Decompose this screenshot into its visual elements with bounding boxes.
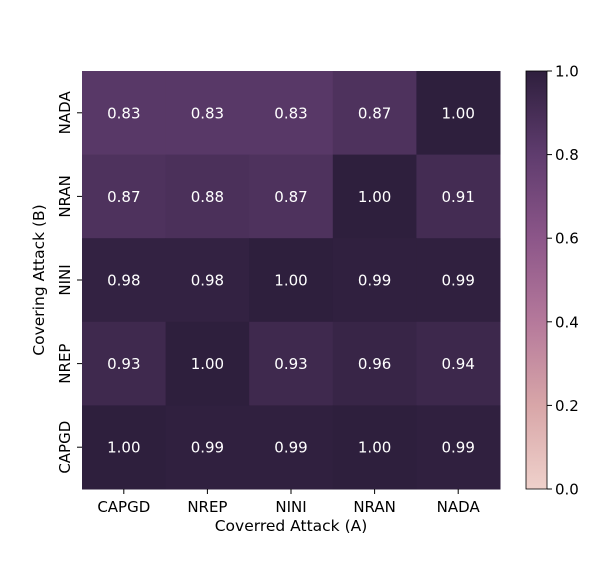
heatmap-cell-nrep-nran	[332, 321, 417, 406]
cell-value-label: 0.93	[107, 355, 140, 373]
heatmap-cell-capgd-nrep	[165, 405, 250, 490]
colorbar-gradient	[526, 71, 547, 489]
x-tick-label: NADA	[437, 498, 481, 516]
x-tick-label: NINI	[275, 498, 306, 516]
cell-value-label: 0.87	[274, 188, 307, 206]
cell-value-label: 0.99	[441, 272, 474, 290]
heatmap-cell-nada-nran	[332, 71, 417, 156]
cell-value-label: 0.99	[441, 439, 474, 457]
cell-value-label: 0.94	[441, 355, 474, 373]
heatmap-cell-nini-capgd	[82, 238, 167, 323]
colorbar-tick-label: 0.0	[555, 481, 579, 499]
colorbar-tick-label: 0.2	[555, 397, 579, 415]
heatmap-cell-capgd-capgd	[82, 405, 167, 490]
heatmap-cell-nini-nada	[416, 238, 501, 323]
heatmap-cell-capgd-nini	[249, 405, 334, 490]
cell-value-label: 1.00	[358, 439, 391, 457]
colorbar-frame	[525, 70, 548, 490]
heatmap-cell-nran-nada	[416, 154, 501, 239]
y-axis: NADA NRAN NINI NREP CAPGD	[56, 91, 82, 474]
cell-value-label: 0.99	[191, 439, 224, 457]
x-axis-label: Coverred Attack (A)	[215, 517, 368, 535]
heatmap-cell-nrep-nrep	[165, 321, 250, 406]
y-tick-label: NREP	[56, 344, 74, 384]
heatmap-cell-nada-nada	[416, 71, 501, 156]
cell-value-label: 0.99	[358, 272, 391, 290]
cell-value-label: 0.83	[274, 104, 307, 122]
cell-value-label: 0.88	[191, 188, 224, 206]
colorbar-tick-label: 1.0	[555, 63, 579, 81]
heatmap-cell-nrep-nini	[249, 321, 334, 406]
heatmap-cell-capgd-nran	[332, 405, 417, 490]
cell-value-label: 1.00	[274, 272, 307, 290]
y-tick-label: CAPGD	[56, 421, 74, 474]
heatmap-cell-nran-capgd	[82, 154, 167, 239]
cell-value-label: 0.98	[191, 272, 224, 290]
x-tick-label: NRAN	[353, 498, 396, 516]
colorbar: 0.0 0.2 0.4 0.6 0.8 1.0	[525, 63, 579, 499]
x-axis: CAPGD NREP NINI NRAN NADA	[97, 489, 480, 516]
heatmap-cells: 0.83 0.83 0.83 0.87 1.00 0.87 0.88 0.87 1.00 0.91…	[82, 71, 501, 490]
heatmap-cell-nini-nrep	[165, 238, 250, 323]
cell-value-label: 0.87	[107, 188, 140, 206]
cell-value-label: 0.98	[107, 272, 140, 290]
colorbar-tick-label: 0.8	[555, 146, 579, 164]
cell-value-label: 0.96	[358, 355, 391, 373]
cell-value-label: 0.83	[107, 104, 140, 122]
cell-value-label: 0.83	[191, 104, 224, 122]
cell-value-label: 0.93	[274, 355, 307, 373]
heatmap-cell-nini-nran	[332, 238, 417, 323]
heatmap-cell-nrep-capgd	[82, 321, 167, 406]
cell-value-label: 1.00	[441, 104, 474, 122]
cell-value-label: 1.00	[358, 188, 391, 206]
cell-value-label: 1.00	[191, 355, 224, 373]
heatmap-cell-nini-nini	[249, 238, 334, 323]
y-tick-label: NRAN	[56, 175, 74, 218]
heatmap-cell-capgd-nada	[416, 405, 501, 490]
x-tick-label: NREP	[187, 498, 227, 516]
cell-value-label: 0.91	[441, 188, 474, 206]
cell-value-label: 0.99	[274, 439, 307, 457]
y-tick-label: NINI	[56, 264, 74, 295]
heatmap-cell-nran-nran	[332, 154, 417, 239]
cell-value-label: 1.00	[107, 439, 140, 457]
y-tick-label: NADA	[56, 91, 74, 135]
heatmap-cell-nada-nini	[249, 71, 334, 156]
colorbar-tick-label: 0.6	[555, 230, 579, 248]
heatmap-cell-nrep-nada	[416, 321, 501, 406]
heatmap-cell-nran-nini	[249, 154, 334, 239]
heatmap-cell-nada-nrep	[165, 71, 250, 156]
colorbar-tick-label: 0.4	[555, 313, 579, 331]
y-axis-label: Covering Attack (B)	[30, 204, 48, 355]
heatmap-cell-nran-nrep	[165, 154, 250, 239]
heatmap-cell-nada-capgd	[82, 71, 167, 156]
x-tick-label: CAPGD	[97, 498, 150, 516]
cell-value-label: 0.87	[358, 104, 391, 122]
